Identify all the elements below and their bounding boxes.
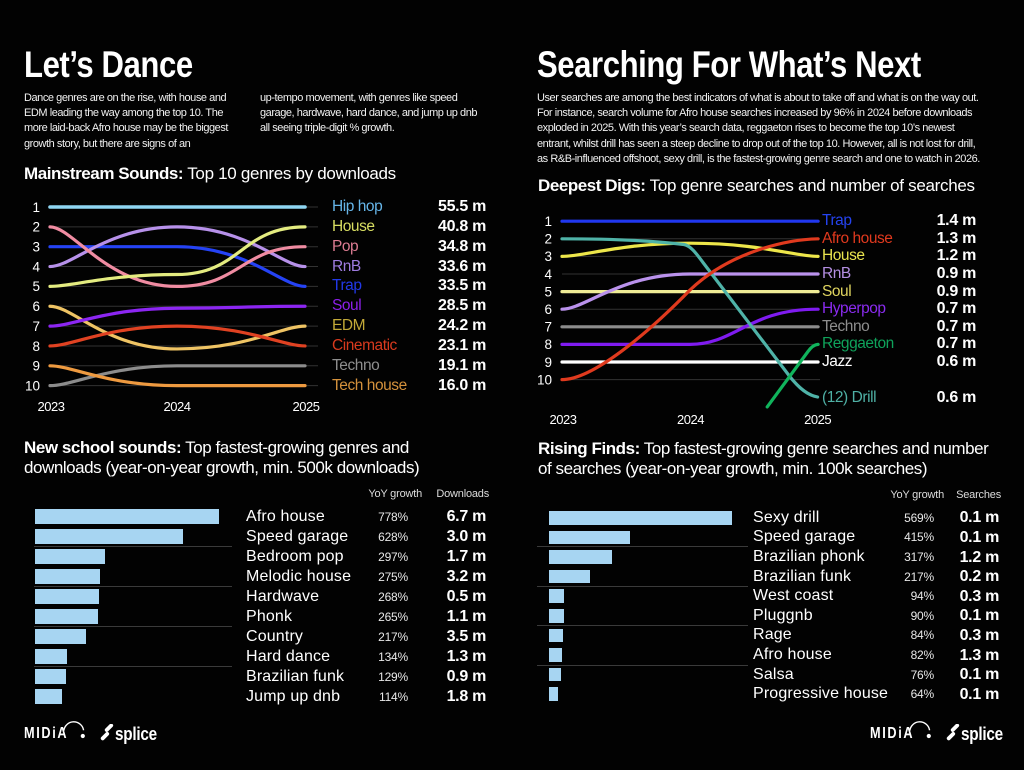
svg-text:3: 3 <box>32 240 40 255</box>
svg-text:2: 2 <box>544 232 552 247</box>
svg-text:10: 10 <box>537 372 552 387</box>
svg-text:2: 2 <box>32 220 40 235</box>
svg-text:3: 3 <box>544 249 552 264</box>
svg-text:9: 9 <box>32 359 40 374</box>
svg-text:5: 5 <box>544 284 552 299</box>
svg-text:1: 1 <box>32 200 40 215</box>
svg-text:8: 8 <box>544 337 552 352</box>
svg-text:5: 5 <box>32 279 40 294</box>
svg-text:6: 6 <box>544 302 552 317</box>
svg-text:6: 6 <box>32 299 40 314</box>
svg-text:2024: 2024 <box>164 399 191 414</box>
svg-text:2023: 2023 <box>38 399 65 414</box>
svg-text:2024: 2024 <box>677 412 704 427</box>
svg-text:2025: 2025 <box>293 399 320 414</box>
svg-text:2023: 2023 <box>550 412 577 427</box>
svg-text:7: 7 <box>544 320 552 335</box>
svg-text:8: 8 <box>32 339 40 354</box>
svg-text:4: 4 <box>544 267 552 282</box>
svg-text:1: 1 <box>544 214 552 229</box>
svg-text:2025: 2025 <box>804 412 831 427</box>
svg-text:10: 10 <box>25 379 40 394</box>
svg-text:4: 4 <box>32 259 40 274</box>
svg-text:7: 7 <box>32 319 40 334</box>
svg-text:9: 9 <box>544 355 552 370</box>
